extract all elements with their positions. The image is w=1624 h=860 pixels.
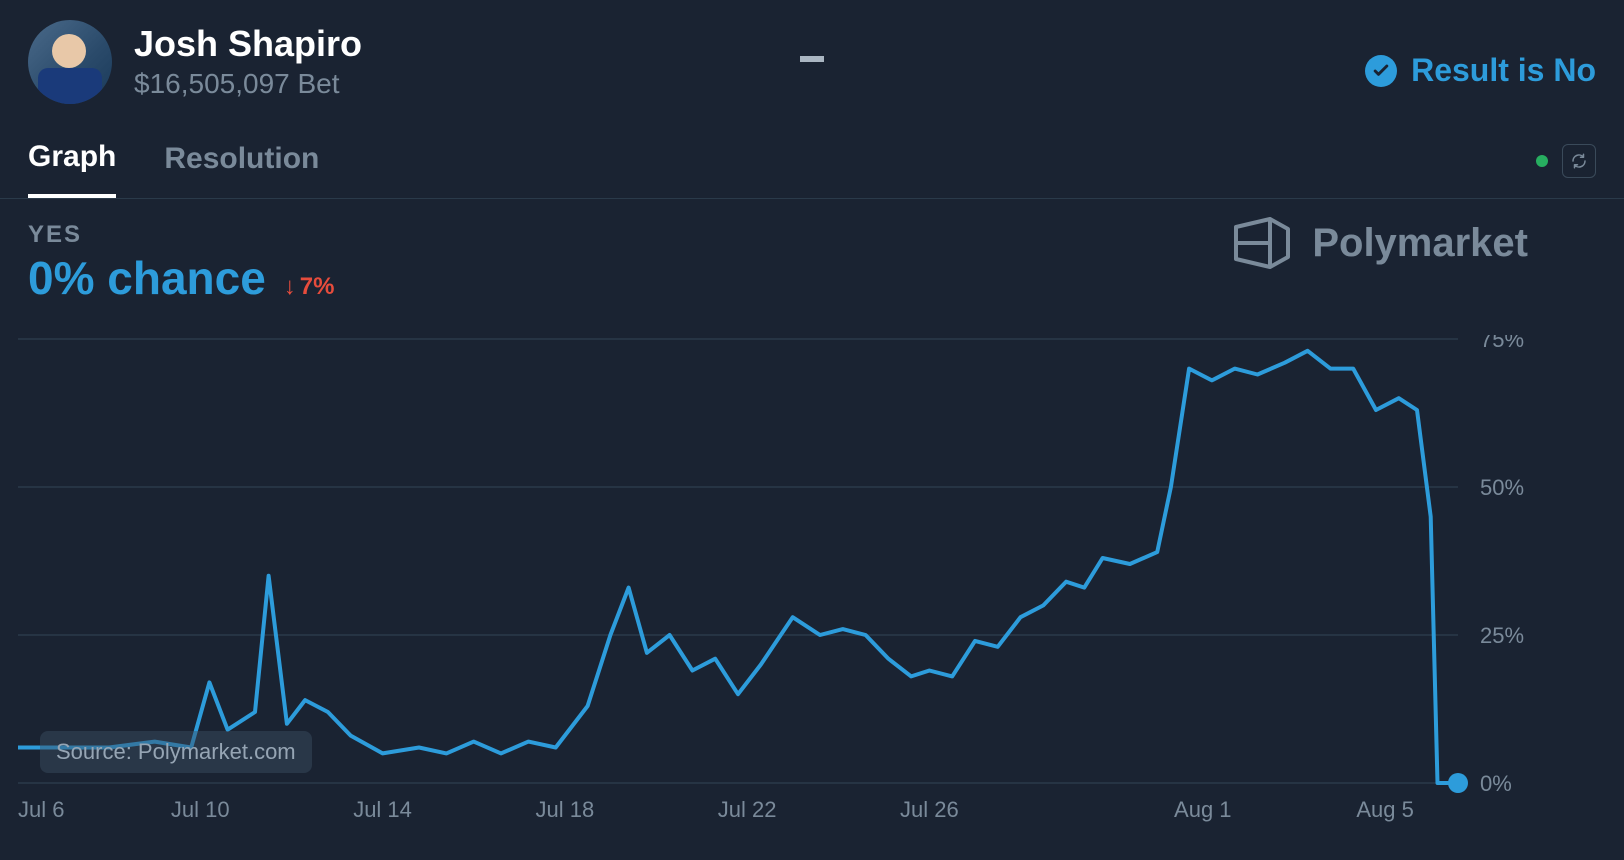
svg-text:25%: 25% (1480, 623, 1524, 648)
svg-text:Aug 1: Aug 1 (1174, 797, 1232, 822)
refresh-button[interactable] (1562, 144, 1596, 178)
source-chip: Source: Polymarket.com (40, 731, 312, 773)
change-value: 7% (300, 273, 335, 301)
tab-resolution[interactable]: Resolution (164, 142, 319, 196)
change-indicator: ↓ 7% (284, 273, 335, 301)
svg-text:Jul 14: Jul 14 (353, 797, 412, 822)
svg-text:Jul 6: Jul 6 (18, 797, 64, 822)
drag-handle[interactable] (800, 56, 824, 62)
tab-graph[interactable]: Graph (28, 140, 116, 198)
svg-text:Jul 22: Jul 22 (718, 797, 777, 822)
avatar (28, 20, 112, 104)
bet-amount: $16,505,097 Bet (134, 68, 362, 100)
svg-text:75%: 75% (1480, 335, 1524, 352)
svg-text:Aug 5: Aug 5 (1356, 797, 1414, 822)
polymarket-logo-icon (1230, 215, 1294, 271)
check-icon (1365, 55, 1397, 87)
svg-text:50%: 50% (1480, 475, 1524, 500)
status-area (1536, 144, 1596, 178)
header-text: Josh Shapiro $16,505,097 Bet (134, 24, 362, 100)
svg-text:Jul 26: Jul 26 (900, 797, 959, 822)
result-badge: Result is No (1365, 52, 1596, 89)
live-status-dot (1536, 155, 1548, 167)
summary: YES 0% chance ↓ 7% Polymarket (0, 199, 1624, 305)
svg-text:0%: 0% (1480, 771, 1512, 796)
result-text: Result is No (1411, 52, 1596, 89)
svg-text:Jul 10: Jul 10 (171, 797, 230, 822)
tabs: Graph Resolution (0, 114, 1624, 199)
svg-text:Jul 18: Jul 18 (535, 797, 594, 822)
market-title: Josh Shapiro (134, 24, 362, 64)
header: Josh Shapiro $16,505,097 Bet Result is N… (0, 0, 1624, 114)
arrow-down-icon: ↓ (284, 273, 296, 301)
brand: Polymarket (1230, 215, 1528, 271)
chance-value: 0% chance (28, 251, 266, 305)
brand-text: Polymarket (1312, 221, 1528, 266)
chart: 0% 25% 50% 75% Jul 6 Jul 10 Jul 14 Jul 18 Jul 22… (18, 335, 1596, 825)
